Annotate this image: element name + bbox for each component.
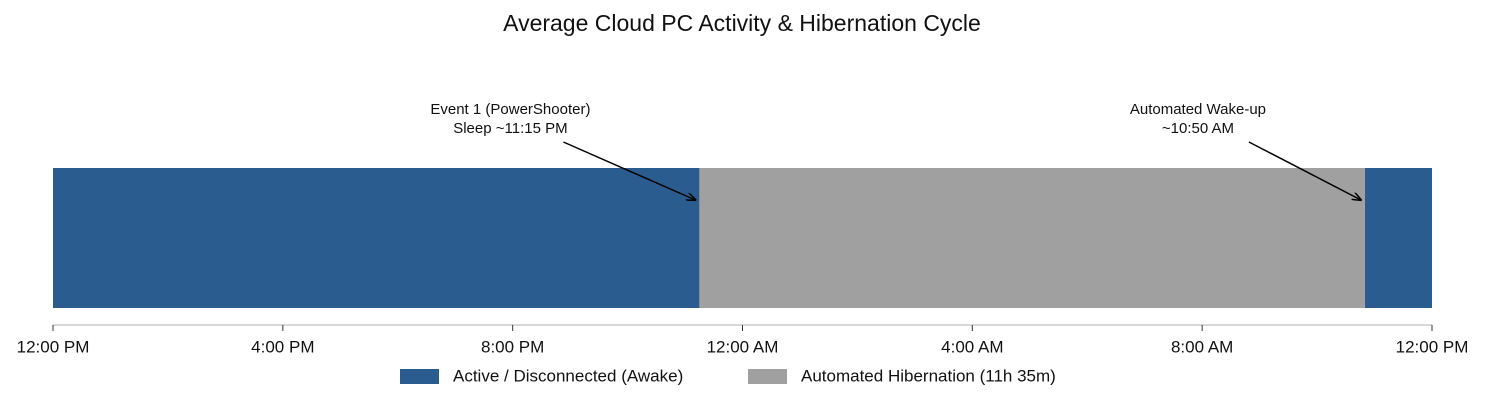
annotation-text: Sleep ~11:15 PM xyxy=(453,120,567,137)
x-tick-label: 8:00 AM xyxy=(1171,337,1233,356)
segment-bar xyxy=(1364,168,1432,308)
annotation-text: ~10:50 AM xyxy=(1162,120,1234,137)
x-tick-label: 4:00 PM xyxy=(251,337,314,356)
x-tick-label: 4:00 AM xyxy=(941,337,1003,356)
x-tick-label: 8:00 PM xyxy=(481,337,544,356)
x-tick-label: 12:00 AM xyxy=(707,337,779,356)
legend-label: Automated Hibernation (11h 35m) xyxy=(801,366,1056,385)
chart-title: Average Cloud PC Activity & Hibernation … xyxy=(503,10,981,36)
annotation-text: Automated Wake-up xyxy=(1130,101,1266,118)
annotation-text: Event 1 (PowerShooter) xyxy=(430,101,590,118)
x-tick-label: 12:00 PM xyxy=(1396,337,1469,356)
segment-bar xyxy=(699,168,1365,308)
segment-bar xyxy=(53,168,700,308)
legend-label: Active / Disconnected (Awake) xyxy=(453,366,683,385)
annotation-arrow xyxy=(1248,141,1361,200)
legend-swatch xyxy=(400,369,439,384)
annotation-arrow xyxy=(563,141,695,200)
x-tick-label: 12:00 PM xyxy=(17,337,90,356)
legend-swatch xyxy=(748,369,787,384)
